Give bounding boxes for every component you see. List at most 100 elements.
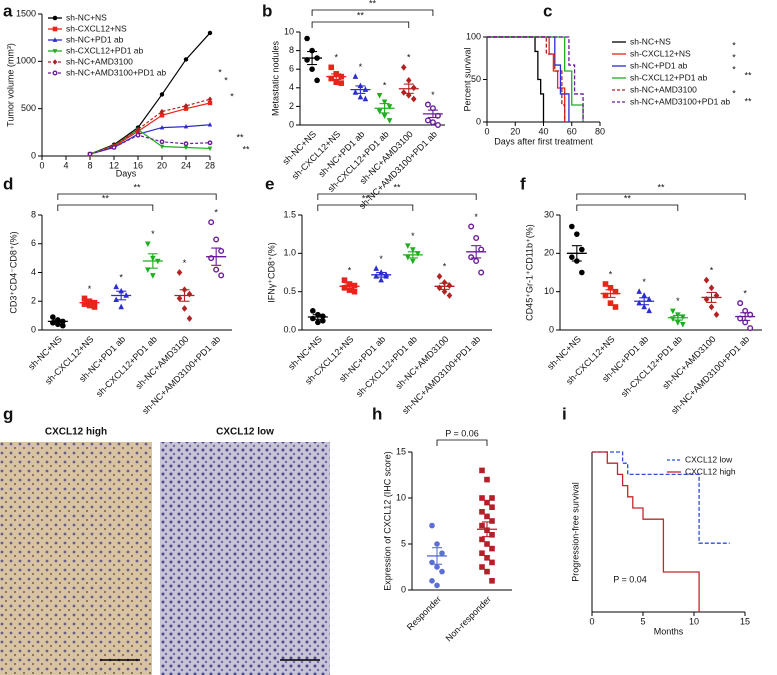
data-point <box>446 282 453 289</box>
y-tick-label: 4 <box>289 82 294 92</box>
panel-letter: h <box>372 404 382 423</box>
series-line <box>89 98 211 155</box>
annotation: ** <box>624 193 632 203</box>
annotation: * <box>119 272 123 282</box>
data-point <box>52 15 58 21</box>
x-tick-label: 0 <box>484 126 489 136</box>
data-point <box>478 269 485 276</box>
annotation: ** <box>393 182 401 192</box>
data-point <box>186 290 193 298</box>
data-point <box>429 119 436 126</box>
data-point <box>489 559 495 566</box>
data-point <box>386 104 393 110</box>
y-tick-label: 10 <box>544 286 554 296</box>
x-tick-label: sh-CXCL12+PD1 ab <box>94 334 159 399</box>
annotation: * <box>151 229 155 239</box>
image-label: CXCL12 high <box>45 427 107 438</box>
data-point <box>207 140 213 146</box>
data-point <box>183 141 189 147</box>
data-point <box>489 545 495 552</box>
x-tick-label: 12 <box>109 160 119 170</box>
data-point <box>207 100 213 106</box>
data-point <box>484 555 490 561</box>
significance-bracket <box>57 204 154 211</box>
annotation: * <box>642 277 646 287</box>
x-tick-label: 20 <box>510 126 520 136</box>
y-tick-label: 0 <box>31 324 36 334</box>
legend-label: sh-NC+AMD3100+PD1 ab <box>630 96 730 106</box>
data-point <box>737 300 744 307</box>
ihc-image-low <box>160 442 330 675</box>
x-tick-label: 0 <box>39 160 44 170</box>
data-point <box>309 66 315 72</box>
data-point <box>713 311 720 319</box>
legend-label: sh-NC+PD1 ab <box>66 34 124 44</box>
annotation: * <box>334 53 338 63</box>
data-point <box>410 95 417 103</box>
data-point <box>378 276 384 283</box>
data-point <box>218 272 225 279</box>
data-point <box>478 246 485 253</box>
significance-bracket <box>57 193 217 200</box>
data-point <box>415 251 421 257</box>
data-point <box>479 509 485 515</box>
data-point <box>381 99 388 106</box>
data-point <box>373 265 379 271</box>
data-point <box>405 254 411 261</box>
data-point <box>713 292 720 299</box>
data-point <box>410 84 417 92</box>
y-axis-label: CD3⁺CD4⁻CD8⁺(%) <box>8 231 18 313</box>
data-point <box>352 73 359 79</box>
data-point <box>479 495 485 501</box>
data-point <box>52 26 58 32</box>
x-tick-label: 4 <box>63 160 68 170</box>
data-point <box>747 325 754 332</box>
y-tick-label: 0.0 <box>283 324 296 334</box>
significance-bracket <box>576 204 679 211</box>
legend-label: sh-NC+AMD3100 <box>66 56 133 66</box>
data-point <box>207 122 213 127</box>
data-point <box>381 113 388 120</box>
survival-curve <box>487 36 566 122</box>
data-point <box>703 276 710 284</box>
data-point <box>579 269 585 276</box>
x-tick-label: sh-CXCL12+PD1 ab <box>354 334 419 399</box>
y-axis-label: Tumor volume (mm³) <box>5 43 15 127</box>
data-point <box>338 80 345 86</box>
y-tick-label: 2 <box>31 296 36 306</box>
data-point <box>87 151 93 157</box>
data-point <box>670 308 676 315</box>
data-point <box>439 550 445 556</box>
annotation: * <box>348 266 352 276</box>
y-tick-label: 2 <box>289 101 294 111</box>
data-point <box>646 307 652 314</box>
annotation: * <box>383 81 387 91</box>
data-point <box>378 269 384 275</box>
significance-bracket <box>311 21 410 28</box>
significance-bracket <box>317 193 477 200</box>
data-point <box>473 258 480 265</box>
data-point <box>183 103 189 109</box>
data-point <box>484 513 490 520</box>
y-tick-label: 5 <box>401 538 406 548</box>
y-tick-label: 30 <box>544 209 554 219</box>
data-point <box>145 241 151 248</box>
x-tick-label: Non-responder <box>444 594 494 644</box>
data-point <box>333 79 340 86</box>
annotation: * <box>474 212 478 222</box>
data-point <box>612 288 619 295</box>
data-point <box>468 254 475 261</box>
y-tick-label: 0 <box>549 324 554 334</box>
data-point <box>304 35 310 42</box>
data-point <box>159 144 165 150</box>
data-point <box>569 254 575 260</box>
data-point <box>602 292 609 299</box>
survival-curve <box>487 36 584 122</box>
data-point <box>574 231 580 237</box>
series-line <box>89 128 211 155</box>
significance-bracket <box>576 193 746 200</box>
y-tick-label: 100 <box>466 31 481 41</box>
y-axis-label: IFNγ⁺CD8⁺(%) <box>266 242 276 303</box>
data-point <box>135 132 141 138</box>
panel-letter: f <box>520 174 526 193</box>
